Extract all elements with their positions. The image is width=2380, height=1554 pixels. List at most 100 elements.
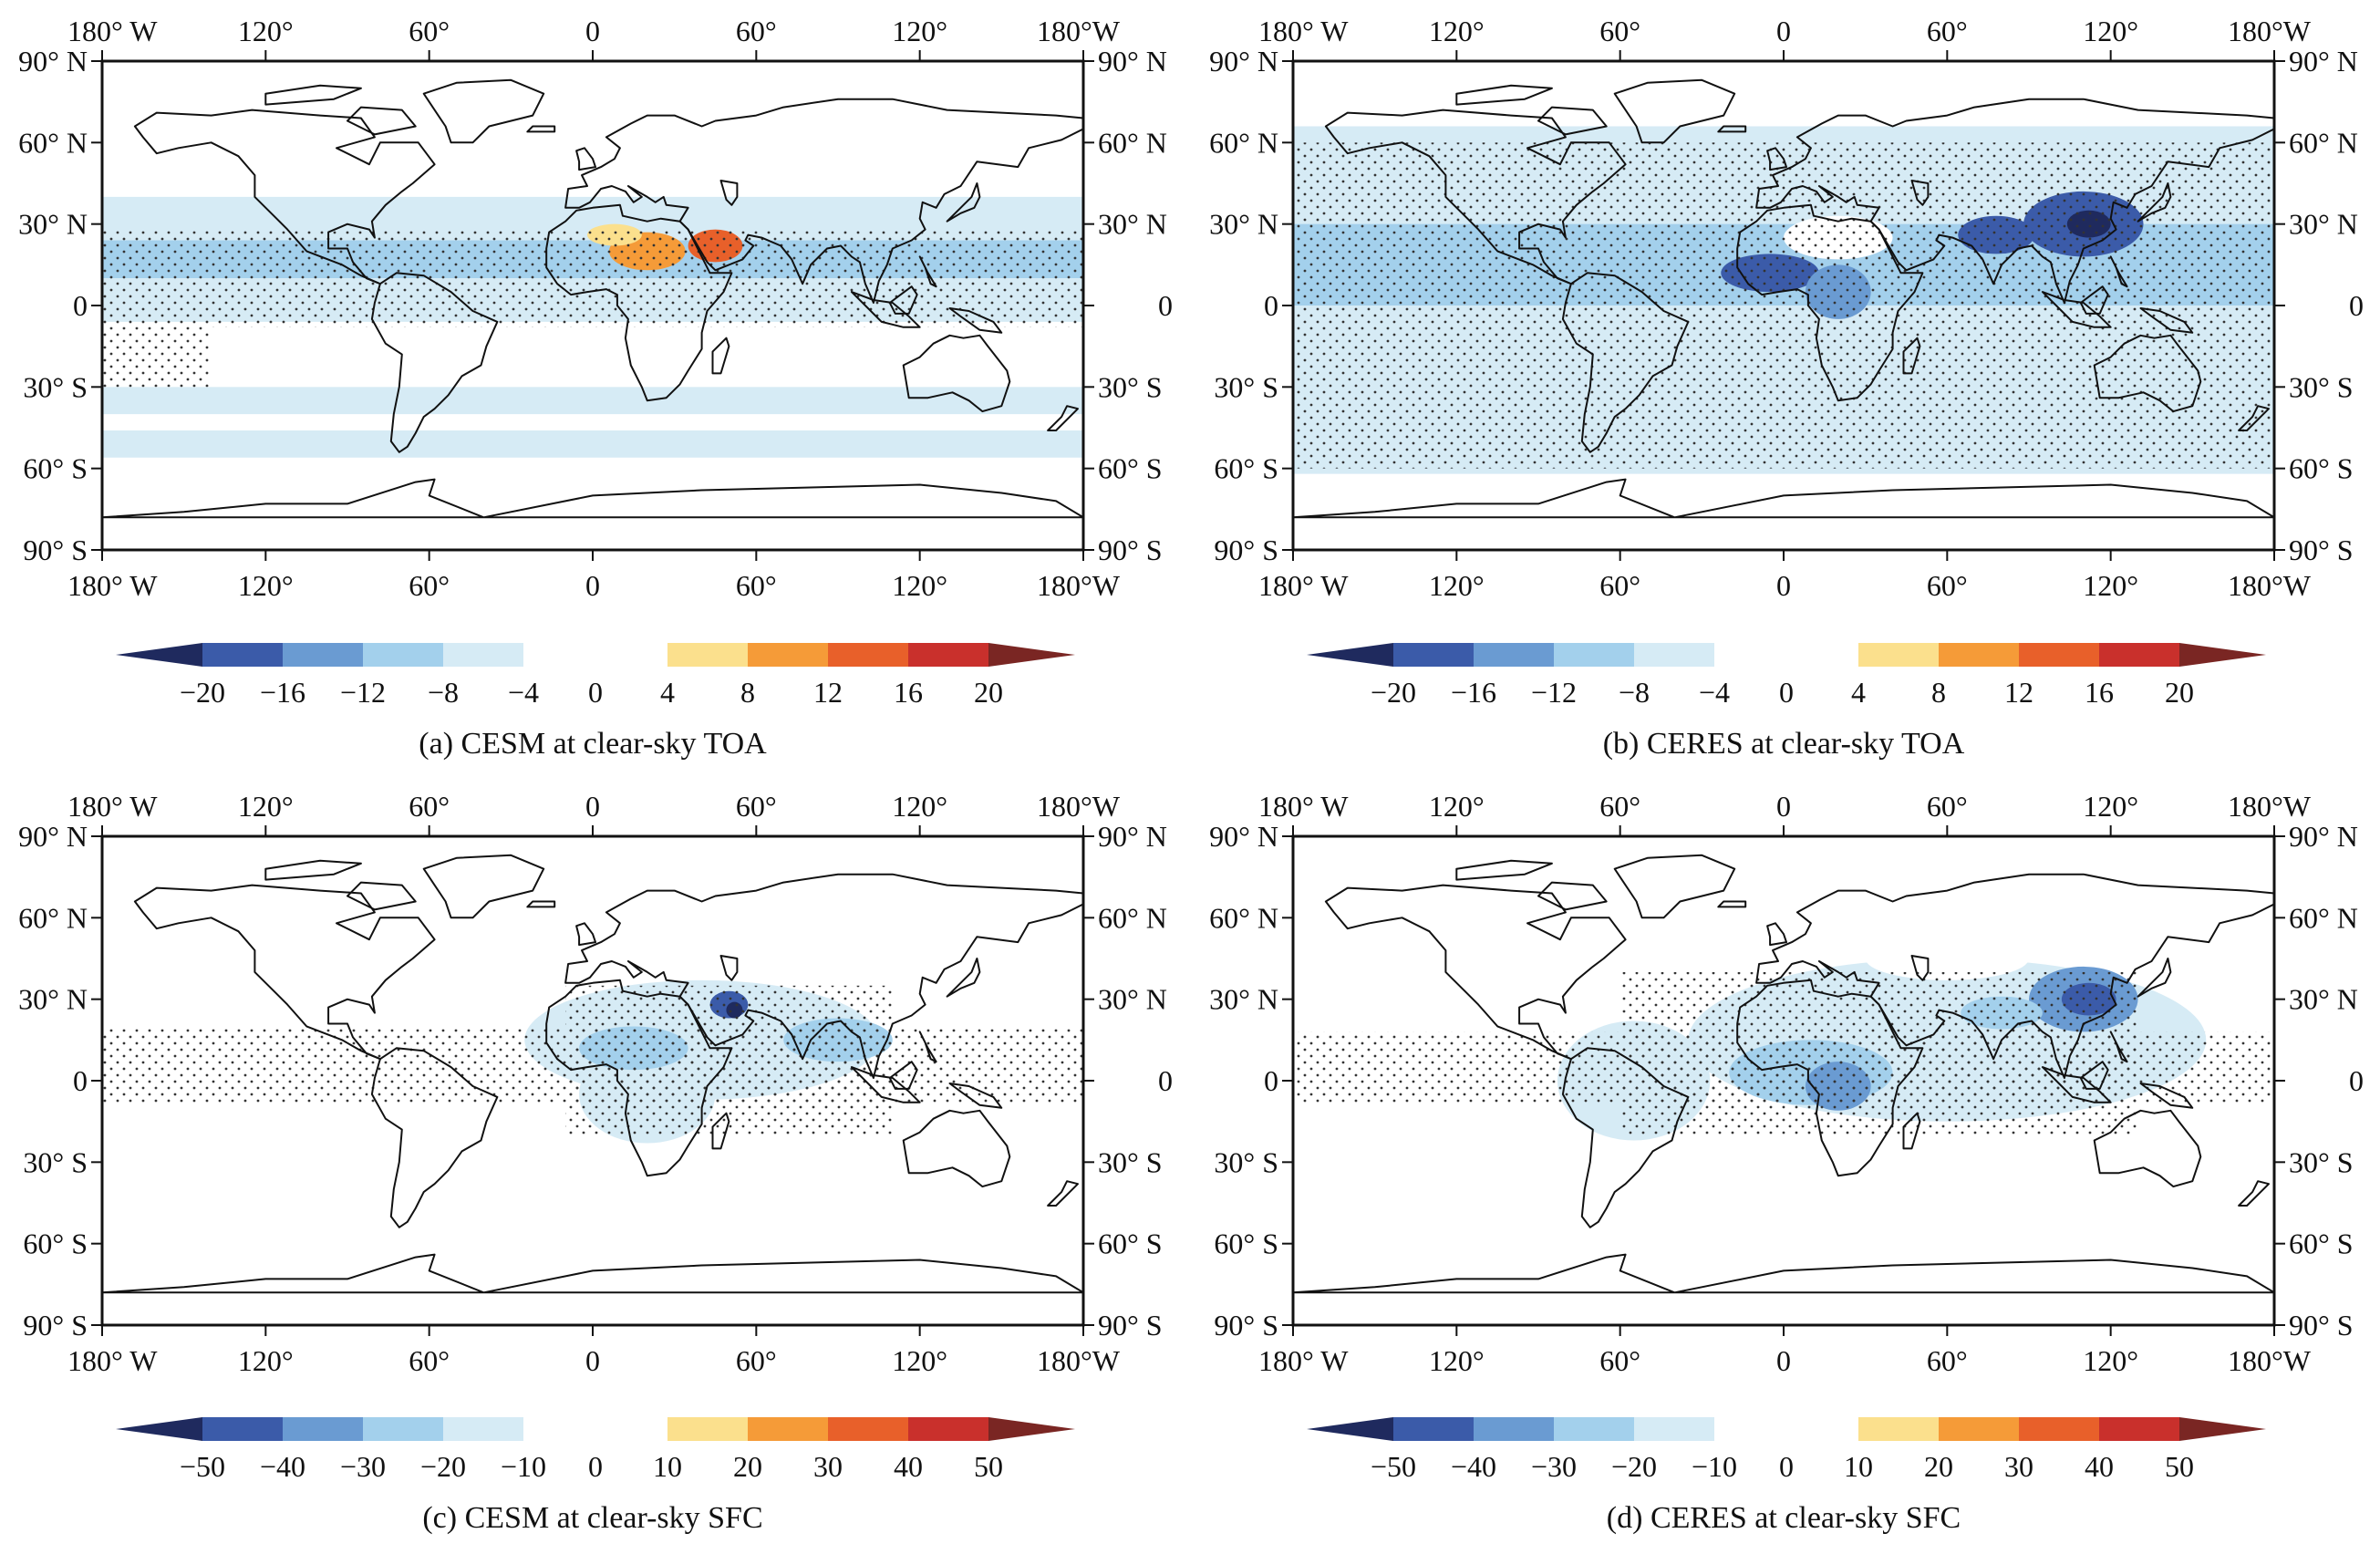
colorbar-label: −10 [1692,1450,1737,1483]
panel-caption: (b) CERES at clear-sky TOA [1603,727,1965,761]
coastline-borneo [888,1061,918,1090]
bottom-lon-label: 180° W [67,569,158,602]
colorbar-swatch [443,1417,523,1441]
bottom-lon-label: 60° [1927,569,1968,602]
colorbar-label: −50 [1371,1450,1416,1483]
left-lat-label: 90° N [1209,820,1278,853]
colorbar-swatch [748,1417,828,1441]
bottom-lon-label: 180°W [2228,1344,2312,1377]
coastline-japan [946,958,981,998]
top-lon-label: 60° [409,790,450,823]
colorbar-swatch [2099,1417,2179,1441]
top-lon-label: 120° [2083,15,2138,47]
coastline-greenland [422,854,545,919]
left-lat-label: 90° N [18,45,88,78]
colorbar-zero-label: 0 [588,1450,603,1483]
colorbar-swatch [363,1417,443,1441]
colorbar-zero-label: 0 [1779,676,1794,709]
colorbar-label: −4 [1699,676,1730,709]
panel-caption: (d) CERES at clear-sky SFC [1607,1501,1961,1535]
right-lat-label: 30° S [1098,370,1163,403]
colorbar-label: 50 [974,1450,1003,1483]
panel-c: 180° W 180° W 120° 120° 60° 60° 0 0 60° 60° 120° 12… [18,790,1173,1535]
left-lat-label: 60° S [1214,452,1278,485]
colorbar-label: 20 [2165,676,2194,709]
colorbar: −20 −16 −12 −8 −4 0 4 8 12 16 20 [116,643,1075,709]
colorbar: −50 −40 −30 −20 −10 0 10 20 30 40 50 [116,1417,1075,1483]
coastline-iceland [1717,900,1747,908]
coastline-new-guinea [2139,1083,2194,1109]
bottom-lon-label: 60° [409,1344,450,1377]
anomaly-band [102,387,1083,415]
coastline-indonesia [2041,291,2112,328]
top-lon-label: 120° [238,15,294,47]
colorbar-arrow-left [116,643,202,667]
coastline-uk [575,147,596,171]
coastline-north-america [133,884,436,1061]
coastline-south-america [1561,1047,1690,1228]
coastline-caspian [1910,180,1930,206]
coastline-madagascar [711,337,730,375]
top-lon-label: 60° [1599,790,1640,823]
colorbar-arrow-left [116,1417,202,1441]
top-lon-label: 120° [2083,790,2138,823]
top-lon-label: 60° [1599,15,1640,47]
coastline-antarctica [102,478,1083,519]
coastline-baffin [1537,106,1608,136]
coastline-japan [2137,182,2172,223]
coastline-africa [1736,203,1924,402]
colorbar-label: 40 [894,1450,923,1483]
left-lat-label: 60° N [18,126,88,159]
colorbar-label: 10 [653,1450,682,1483]
colorbar-arrow-left [1307,643,1393,667]
colorbar-label: 4 [660,676,675,709]
panel-a: 180° W 180° W 120° 120° 60° 60° 0 0 60° 60° 120° 12… [18,15,1173,761]
colorbar-swatch [1634,643,1714,667]
bottom-lon-label: 60° [1927,1344,1968,1377]
colorbar-label: 50 [2165,1450,2194,1483]
significance-stipple [1293,142,2274,469]
left-lat-label: 30° N [1209,208,1278,241]
colorbar-swatch [283,1417,363,1441]
colorbar-label: −8 [428,676,459,709]
panel-d: 180° W 180° W 120° 120° 60° 60° 0 0 60° 60° 120° 12… [1209,790,2364,1535]
colorbar-arrow-left [1307,1417,1393,1441]
colorbar-label: −12 [1531,676,1577,709]
colorbar-label: −30 [1531,1450,1577,1483]
coastline-south-america [1561,272,1690,453]
coastline-indonesia [850,291,921,328]
colorbar-swatch [1393,643,1474,667]
colorbar-label: 4 [1851,676,1866,709]
top-lon-label: 120° [892,15,947,47]
top-lon-label: 0 [585,790,600,823]
right-lat-label: 60° N [2289,901,2358,934]
colorbar-swatch [1939,643,2019,667]
colorbar-swatch [2099,643,2179,667]
coastline-eurasia [1755,98,2274,304]
colorbar-label: 10 [1844,1450,1873,1483]
top-lon-label: 0 [1776,15,1791,47]
colorbar-label: −4 [508,676,539,709]
right-lat-label: 0 [2349,1064,2364,1097]
top-lon-label: 60° [736,15,777,47]
significance-stipple [102,229,1083,327]
coastline-antarctica [102,1253,1083,1294]
coastline-philippines [2109,255,2128,288]
top-lon-label: 180° W [67,790,158,823]
left-lat-label: 0 [1264,1064,1278,1097]
left-lat-label: 60° S [23,452,88,485]
coastline-madagascar [711,1112,730,1150]
coastline-uk [1766,147,1787,171]
colorbar-label: −40 [260,1450,305,1483]
coastline-new-guinea [2139,307,2194,334]
bottom-lon-label: 120° [238,569,294,602]
coastline-australia [2093,1109,2202,1188]
top-lon-label: 120° [1429,790,1485,823]
bottom-lon-label: 180° W [1258,1344,1349,1377]
coastline-japan [2137,958,2172,998]
anomaly-band [102,430,1083,458]
coastline-arctic-islands [1455,859,1553,881]
colorbar-swatch [1858,1417,1939,1441]
right-lat-label: 90° N [2289,820,2358,853]
